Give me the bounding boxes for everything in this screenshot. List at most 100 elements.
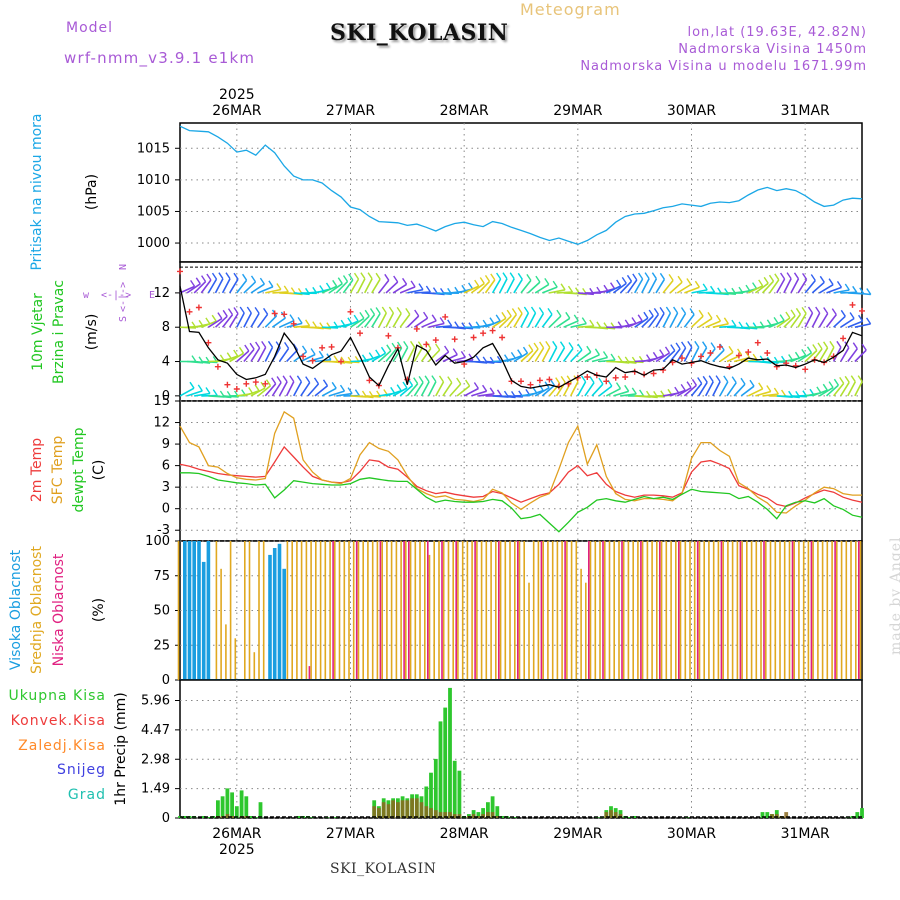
wind-barb bbox=[378, 350, 392, 363]
cloud-bar bbox=[390, 541, 393, 680]
precip-bar-convective bbox=[443, 812, 448, 818]
wind-barb bbox=[712, 323, 729, 328]
wind-barb-flag bbox=[217, 312, 223, 319]
cloud-bar bbox=[641, 541, 644, 680]
wind-barb bbox=[840, 381, 850, 397]
wind-barb bbox=[342, 279, 354, 294]
wind-barb bbox=[406, 315, 420, 328]
wind-barb-flag bbox=[386, 344, 392, 352]
wind-barb bbox=[676, 347, 687, 362]
wind-barb-flag bbox=[749, 379, 755, 387]
wind-barb-flag bbox=[396, 384, 402, 392]
wind-barb bbox=[634, 278, 644, 294]
cloud-bar bbox=[300, 541, 303, 680]
wind-barb bbox=[392, 283, 408, 294]
wind-barb bbox=[271, 382, 282, 397]
wind-barb bbox=[825, 384, 839, 397]
cloud-bar bbox=[537, 541, 540, 680]
wind-barb bbox=[513, 313, 523, 328]
wind-barb-flag bbox=[807, 306, 814, 314]
wind-barb bbox=[463, 387, 479, 397]
wind-barb-flag bbox=[191, 355, 197, 362]
model-label: Model bbox=[66, 20, 114, 36]
wind-barb-flag bbox=[403, 341, 409, 348]
wind-barb-flag bbox=[197, 384, 203, 392]
wind-barb-flag bbox=[522, 346, 529, 354]
wind-barb-flag bbox=[195, 277, 201, 285]
wind-barb bbox=[442, 382, 453, 397]
watermark: made by Angel bbox=[888, 536, 900, 656]
cloud-bar bbox=[355, 541, 358, 680]
wind-barb bbox=[207, 317, 223, 328]
cloud-bar bbox=[272, 548, 277, 680]
wind-barb bbox=[221, 278, 231, 294]
y-tick-label: -3 bbox=[157, 523, 170, 538]
cloud-bar bbox=[400, 541, 402, 680]
wind-barb-flag bbox=[602, 351, 609, 358]
cloud-bar bbox=[367, 541, 369, 680]
wind-barb bbox=[214, 315, 228, 328]
wind-barb bbox=[697, 347, 708, 362]
wind-barb bbox=[413, 381, 424, 397]
wind-barb-flag bbox=[677, 275, 683, 283]
wind-barb-flag bbox=[297, 317, 303, 324]
precip-bar-convective bbox=[414, 798, 419, 818]
lonlat-label: lon,lat (19.63E, 42.82N) bbox=[687, 25, 867, 40]
wind-barb bbox=[541, 384, 555, 397]
wind-barb-flag bbox=[552, 280, 558, 288]
x-tick-label-top: 29MAR bbox=[553, 103, 602, 119]
wind-barb bbox=[250, 347, 261, 362]
gust-marker bbox=[271, 310, 278, 317]
wind-barb-flag bbox=[555, 377, 561, 384]
wind-barb-flag bbox=[779, 314, 785, 321]
y-tick-label: 4.47 bbox=[141, 723, 170, 738]
wind-barb bbox=[186, 390, 203, 397]
wind-barb bbox=[825, 346, 835, 362]
wind-barb-flag bbox=[795, 307, 801, 315]
wind-barb-flag bbox=[393, 275, 399, 283]
wind-barb bbox=[684, 286, 700, 294]
wind-barb-flag bbox=[822, 383, 828, 391]
wind-barb-flag bbox=[501, 311, 507, 319]
wind-barb-flag bbox=[801, 349, 807, 356]
cloud-bar bbox=[338, 541, 341, 680]
x-tick-label-top: 28MAR bbox=[440, 103, 489, 119]
wind-barb bbox=[854, 323, 871, 328]
wind-barb-flag bbox=[547, 308, 553, 315]
gust-marker bbox=[735, 352, 742, 359]
wind-barb-flag bbox=[581, 375, 587, 383]
cloud-bar bbox=[556, 541, 559, 680]
y-tick-label: 1000 bbox=[137, 236, 170, 251]
wind-barb-flag bbox=[189, 381, 195, 389]
wind-barb-flag bbox=[423, 311, 429, 319]
wind-barb-flag bbox=[573, 314, 579, 322]
wind-barb bbox=[811, 312, 821, 328]
wind-barb-flag bbox=[694, 340, 700, 348]
precip-bar-total bbox=[490, 796, 495, 818]
wind-barb-flag bbox=[473, 382, 479, 389]
wind-barb-flag bbox=[668, 274, 674, 281]
cloud-bar bbox=[791, 541, 794, 680]
cloud-bar bbox=[613, 541, 615, 680]
wind-barb bbox=[676, 313, 687, 328]
wind-barb bbox=[527, 348, 539, 362]
wind-barb-flag bbox=[621, 277, 627, 284]
wind-barb bbox=[790, 313, 802, 328]
cloud-bar bbox=[651, 541, 653, 680]
gust-marker bbox=[499, 334, 506, 341]
precip-bar-convective bbox=[225, 814, 230, 818]
precip-bar-convective bbox=[452, 814, 457, 818]
precip-bar-total bbox=[760, 812, 765, 818]
wind-barb-flag bbox=[410, 340, 416, 348]
wind-barb-flag bbox=[375, 349, 381, 357]
cloud-bar bbox=[277, 543, 282, 680]
wind-barb-flag bbox=[342, 275, 349, 282]
wind-barb bbox=[669, 389, 686, 397]
wind-barb-flag bbox=[260, 381, 266, 389]
gust-marker bbox=[366, 377, 373, 384]
wind-barb-flag bbox=[708, 375, 714, 383]
wind-barb-flag bbox=[354, 389, 360, 397]
wind-barb bbox=[428, 322, 445, 328]
wind-barb bbox=[392, 312, 402, 328]
precip-bar-total bbox=[424, 786, 429, 818]
